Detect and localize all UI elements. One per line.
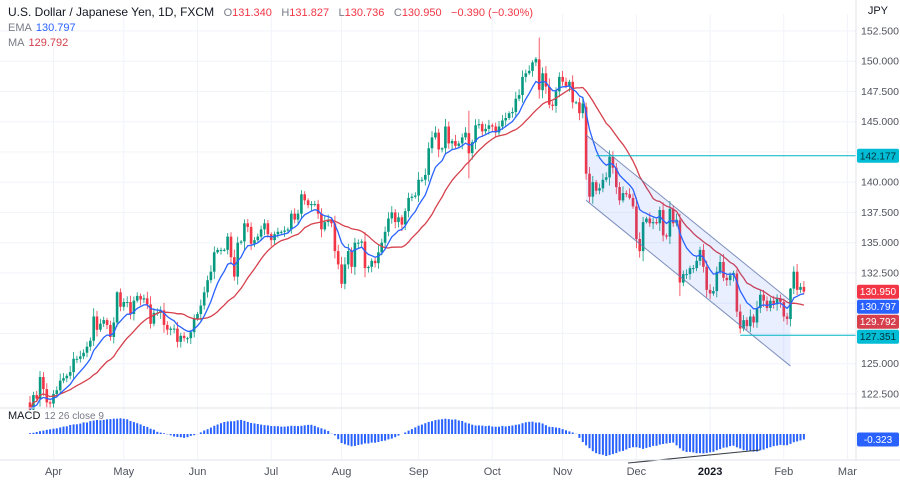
y-axis-label: 122.500 — [861, 388, 899, 400]
grid — [0, 14, 856, 459]
price-badge[interactable]: 130.797 — [857, 299, 899, 314]
price-badge[interactable]: 130.950 — [857, 284, 899, 299]
ema-row: EMA 130.797 — [8, 21, 533, 36]
ma-line[interactable] — [29, 86, 805, 410]
chart-legend: U.S. Dollar / Japanese Yen, 1D, FXCM O13… — [8, 4, 533, 51]
y-axis-label: 125.000 — [861, 358, 899, 370]
open-label: O — [223, 7, 233, 19]
svg-text:130.797: 130.797 — [860, 302, 897, 313]
y-axis-label: 152.500 — [861, 25, 899, 37]
svg-text:129.792: 129.792 — [860, 317, 897, 328]
price-badge[interactable]: 129.792 — [857, 314, 899, 329]
candles — [28, 37, 806, 410]
symbol-title[interactable]: U.S. Dollar / Japanese Yen, 1D, FXCM — [8, 5, 215, 19]
y-axis-label: 140.000 — [861, 177, 899, 189]
high-value: 131.827 — [289, 7, 330, 19]
price-pane — [28, 37, 806, 410]
macd-value-badge: -0.323 — [857, 432, 899, 447]
price-badge[interactable]: 127.351 — [857, 329, 899, 344]
x-axis-label: Nov — [553, 466, 573, 478]
x-axis-label: Oct — [484, 466, 501, 478]
x-axis-label: Dec — [627, 466, 647, 478]
svg-text:127.351: 127.351 — [860, 332, 897, 343]
x-axis-label: Jun — [189, 466, 207, 478]
y-axis-label: 132.500 — [861, 267, 899, 279]
x-axis-label: May — [113, 466, 134, 478]
x-axis-label: Apr — [45, 466, 62, 478]
ema-line[interactable] — [29, 80, 805, 410]
svg-text:130.950: 130.950 — [860, 287, 897, 298]
svg-text:142.177: 142.177 — [860, 151, 897, 162]
x-axis-label: Aug — [332, 466, 352, 478]
x-axis-label: Feb — [774, 466, 793, 478]
low-label: L — [338, 7, 345, 19]
x-axis-label: Sep — [409, 466, 429, 478]
ema-value: 130.797 — [35, 22, 76, 34]
ma-value: 129.792 — [28, 37, 69, 49]
x-axis-label: Jul — [264, 466, 278, 478]
macd-legend: MACD 12 26 close 9 — [8, 410, 104, 422]
time-axis[interactable]: Apr May Jun Jul Aug Sep Oct Nov Dec 2023 Feb Mar — [0, 460, 900, 482]
y-axis-label: 150.000 — [861, 56, 899, 68]
change-value: −0.390 (−0.30%) — [451, 7, 533, 19]
symbol-row: U.S. Dollar / Japanese Yen, 1D, FXCM O13… — [8, 4, 533, 21]
macd-trendline[interactable] — [627, 449, 761, 464]
currency-axis-label: JPY — [867, 5, 888, 17]
y-axis-label: 147.500 — [861, 86, 899, 98]
macd-params: 12 26 close 9 — [44, 411, 104, 422]
price-axis[interactable]: 152.500 150.000 147.500 145.000 140.000 137.5… — [856, 0, 900, 460]
ema-label[interactable]: EMA — [8, 22, 32, 34]
y-axis-label: 135.000 — [861, 237, 899, 249]
macd-histogram — [29, 418, 805, 456]
x-axis-label: 2023 — [698, 466, 722, 478]
low-value: 130.736 — [344, 7, 385, 19]
parallel-channel[interactable] — [585, 134, 791, 367]
y-axis-label: 137.500 — [861, 207, 899, 219]
x-axis-label: Mar — [838, 466, 857, 478]
high-label: H — [281, 7, 290, 19]
svg-text:-0.323: -0.323 — [864, 435, 893, 446]
ma-label[interactable]: MA — [8, 37, 25, 49]
ma-row: MA 129.792 — [8, 36, 533, 51]
open-value: 131.340 — [232, 7, 272, 19]
price-badge[interactable]: 142.177 — [857, 148, 899, 163]
macd-title[interactable]: MACD — [8, 410, 41, 422]
close-label: C — [393, 7, 402, 19]
close-value: 130.950 — [401, 7, 442, 19]
y-axis-label: 145.000 — [861, 116, 899, 128]
